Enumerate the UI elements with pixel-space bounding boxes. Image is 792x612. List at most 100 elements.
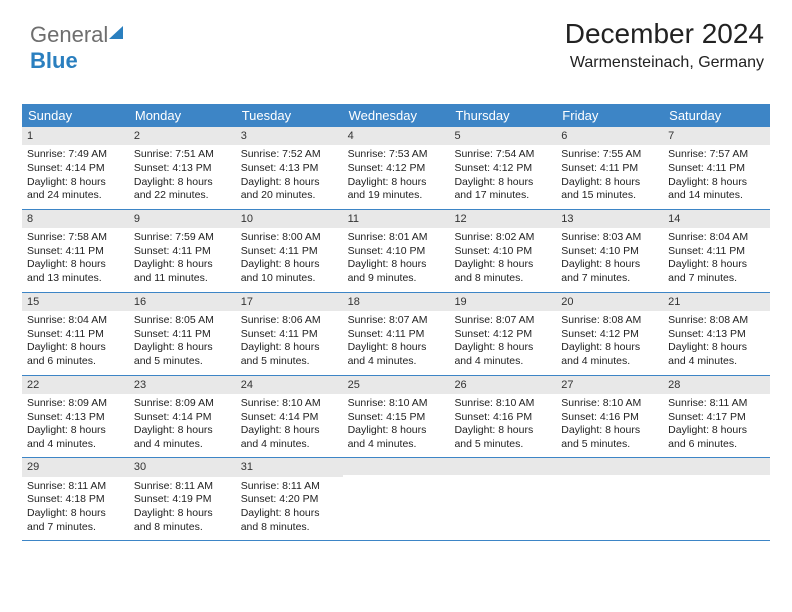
day-details: Sunrise: 7:52 AMSunset: 4:13 PMDaylight:… [236, 148, 343, 203]
calendar-cell: 16Sunrise: 8:05 AMSunset: 4:11 PMDayligh… [129, 293, 236, 375]
daylight-text-2: and 7 minutes. [561, 272, 658, 286]
sunset-text: Sunset: 4:13 PM [668, 328, 765, 342]
weekday-header: Monday [129, 104, 236, 127]
sunrise-text: Sunrise: 7:57 AM [668, 148, 765, 162]
day-details: Sunrise: 8:08 AMSunset: 4:13 PMDaylight:… [663, 314, 770, 369]
daylight-text-1: Daylight: 8 hours [134, 507, 231, 521]
daylight-text-1: Daylight: 8 hours [241, 341, 338, 355]
day-number: 31 [236, 458, 343, 476]
daylight-text-1: Daylight: 8 hours [454, 258, 551, 272]
day-details: Sunrise: 8:06 AMSunset: 4:11 PMDaylight:… [236, 314, 343, 369]
day-number: 9 [129, 210, 236, 228]
daylight-text-2: and 4 minutes. [348, 355, 445, 369]
day-details: Sunrise: 8:11 AMSunset: 4:20 PMDaylight:… [236, 480, 343, 535]
calendar-cell-empty [556, 458, 663, 540]
daylight-text-2: and 8 minutes. [241, 521, 338, 535]
daylight-text-1: Daylight: 8 hours [27, 507, 124, 521]
daylight-text-1: Daylight: 8 hours [561, 176, 658, 190]
day-details: Sunrise: 8:07 AMSunset: 4:11 PMDaylight:… [343, 314, 450, 369]
calendar-cell: 28Sunrise: 8:11 AMSunset: 4:17 PMDayligh… [663, 376, 770, 458]
calendar-cell: 18 Sunrise: 8:07 AMSunset: 4:11 PMDayligh… [343, 293, 450, 375]
calendar-cell: 5Sunrise: 7:54 AMSunset: 4:12 PMDaylight… [449, 127, 556, 209]
calendar-cell: 12Sunrise: 8:02 AMSunset: 4:10 PMDayligh… [449, 210, 556, 292]
sunset-text: Sunset: 4:12 PM [348, 162, 445, 176]
calendar-cell: 27Sunrise: 8:10 AMSunset: 4:16 PMDayligh… [556, 376, 663, 458]
day-details: Sunrise: 8:04 AMSunset: 4:11 PMDaylight:… [663, 231, 770, 286]
sunrise-text: Sunrise: 8:11 AM [27, 480, 124, 494]
day-number: 26 [449, 376, 556, 394]
day-details: Sunrise: 8:00 AMSunset: 4:11 PMDaylight:… [236, 231, 343, 286]
calendar-cell: 11Sunrise: 8:01 AMSunset: 4:10 PMDayligh… [343, 210, 450, 292]
calendar-cell: 17 Sunrise: 8:06 AMSunset: 4:11 PMDayligh… [236, 293, 343, 375]
calendar-cell: 19Sunrise: 8:07 AMSunset: 4:12 PMDayligh… [449, 293, 556, 375]
sunset-text: Sunset: 4:14 PM [134, 411, 231, 425]
daylight-text-1: Daylight: 8 hours [134, 424, 231, 438]
daylight-text-1: Daylight: 8 hours [668, 176, 765, 190]
daylight-text-1: Daylight: 8 hours [454, 176, 551, 190]
daylight-text-2: and 6 minutes. [668, 438, 765, 452]
sunrise-text: Sunrise: 8:04 AM [27, 314, 124, 328]
daylight-text-2: and 24 minutes. [27, 189, 124, 203]
sunset-text: Sunset: 4:18 PM [27, 493, 124, 507]
day-details: Sunrise: 8:10 AMSunset: 4:16 PMDaylight:… [556, 397, 663, 452]
sunset-text: Sunset: 4:11 PM [668, 245, 765, 259]
calendar-cell: 6Sunrise: 7:55 AMSunset: 4:11 PMDaylight… [556, 127, 663, 209]
sunrise-text: Sunrise: 7:49 AM [27, 148, 124, 162]
sunset-text: Sunset: 4:11 PM [27, 245, 124, 259]
day-number: 18 [343, 293, 450, 311]
sunset-text: Sunset: 4:13 PM [134, 162, 231, 176]
daylight-text-1: Daylight: 8 hours [561, 424, 658, 438]
daylight-text-1: Daylight: 8 hours [348, 258, 445, 272]
sunrise-text: Sunrise: 7:55 AM [561, 148, 658, 162]
daylight-text-1: Daylight: 8 hours [134, 176, 231, 190]
daylight-text-2: and 4 minutes. [668, 355, 765, 369]
day-details: Sunrise: 8:02 AMSunset: 4:10 PMDaylight:… [449, 231, 556, 286]
sunset-text: Sunset: 4:10 PM [454, 245, 551, 259]
page-title: December 2024 [565, 18, 764, 50]
sunset-text: Sunset: 4:11 PM [561, 162, 658, 176]
day-number: 21 [663, 293, 770, 311]
sunrise-text: Sunrise: 7:53 AM [348, 148, 445, 162]
calendar-cell: 4Sunrise: 7:53 AMSunset: 4:12 PMDaylight… [343, 127, 450, 209]
day-details: Sunrise: 8:03 AMSunset: 4:10 PMDaylight:… [556, 231, 663, 286]
weekday-header: Thursday [449, 104, 556, 127]
sunrise-text: Sunrise: 8:11 AM [241, 480, 338, 494]
daylight-text-2: and 13 minutes. [27, 272, 124, 286]
day-number: 13 [556, 210, 663, 228]
day-number: 30 [129, 458, 236, 476]
week-row: 1Sunrise: 7:49 AMSunset: 4:14 PMDaylight… [22, 127, 770, 210]
sunset-text: Sunset: 4:11 PM [27, 328, 124, 342]
calendar-cell: 13 Sunrise: 8:03 AMSunset: 4:10 PMDayligh… [556, 210, 663, 292]
sunset-text: Sunset: 4:11 PM [348, 328, 445, 342]
daylight-text-2: and 8 minutes. [134, 521, 231, 535]
daylight-text-2: and 5 minutes. [454, 438, 551, 452]
calendar-cell: 25Sunrise: 8:10 AMSunset: 4:15 PMDayligh… [343, 376, 450, 458]
sunset-text: Sunset: 4:11 PM [668, 162, 765, 176]
day-number: 17 [236, 293, 343, 311]
calendar-cell: 24Sunrise: 8:10 AMSunset: 4:14 PMDayligh… [236, 376, 343, 458]
sunrise-text: Sunrise: 8:10 AM [241, 397, 338, 411]
day-details: Sunrise: 7:54 AMSunset: 4:12 PMDaylight:… [449, 148, 556, 203]
weekday-header: Sunday [22, 104, 129, 127]
day-number: 11 [343, 210, 450, 228]
calendar-cell: 9Sunrise: 7:59 AMSunset: 4:11 PMDaylight… [129, 210, 236, 292]
weekday-header: Saturday [663, 104, 770, 127]
sunset-text: Sunset: 4:10 PM [561, 245, 658, 259]
day-details: Sunrise: 8:07 AMSunset: 4:12 PMDaylight:… [449, 314, 556, 369]
daylight-text-2: and 10 minutes. [241, 272, 338, 286]
sunset-text: Sunset: 4:20 PM [241, 493, 338, 507]
sunset-text: Sunset: 4:11 PM [134, 328, 231, 342]
logo-triangle-icon [109, 26, 123, 39]
week-row: 22Sunrise: 8:09 AMSunset: 4:13 PMDayligh… [22, 376, 770, 459]
sunset-text: Sunset: 4:11 PM [241, 245, 338, 259]
day-details: Sunrise: 8:10 AMSunset: 4:15 PMDaylight:… [343, 397, 450, 452]
sunrise-text: Sunrise: 8:08 AM [561, 314, 658, 328]
daylight-text-2: and 4 minutes. [134, 438, 231, 452]
daylight-text-1: Daylight: 8 hours [241, 507, 338, 521]
sunset-text: Sunset: 4:10 PM [348, 245, 445, 259]
daylight-text-2: and 7 minutes. [27, 521, 124, 535]
day-details: Sunrise: 8:08 AMSunset: 4:12 PMDaylight:… [556, 314, 663, 369]
day-number-bar [343, 458, 450, 475]
daylight-text-1: Daylight: 8 hours [561, 258, 658, 272]
day-details: Sunrise: 7:58 AMSunset: 4:11 PMDaylight:… [22, 231, 129, 286]
